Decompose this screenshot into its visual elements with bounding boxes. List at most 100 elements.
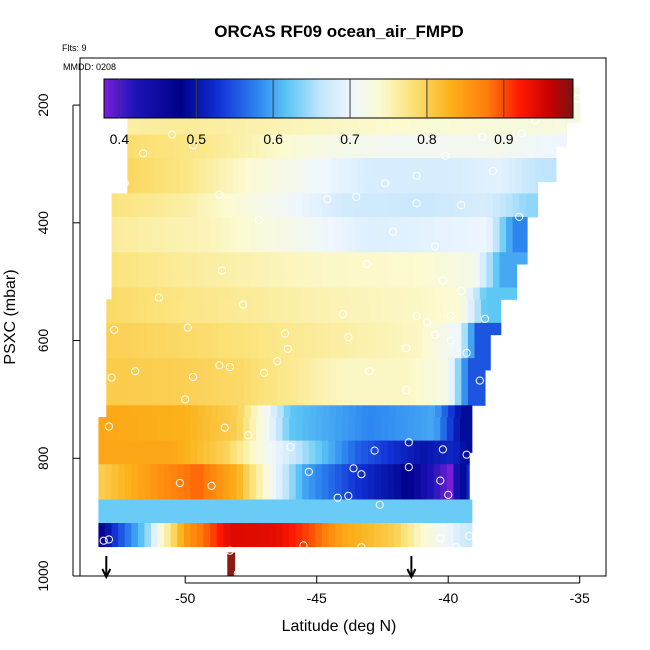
heat-cell <box>216 452 224 465</box>
heat-cell <box>232 181 240 194</box>
heat-cell <box>341 193 349 206</box>
heat-cell <box>374 523 382 536</box>
heat-cell <box>111 440 119 453</box>
heat-cell <box>177 287 185 300</box>
heat-cell <box>164 499 172 512</box>
heat-cell <box>271 169 280 183</box>
heat-cell <box>190 216 198 230</box>
heat-cell <box>223 487 231 500</box>
heat-cell <box>460 417 468 430</box>
heat-cell <box>335 452 343 465</box>
heat-cell <box>157 193 165 206</box>
heat-cell <box>229 264 237 277</box>
heat-cell <box>164 475 172 489</box>
heat-cell <box>548 122 556 136</box>
heat-cell <box>341 205 349 218</box>
heat-cell <box>512 264 518 277</box>
heat-cell <box>427 534 435 548</box>
heat-cell <box>127 169 135 183</box>
heat-cell <box>344 169 352 183</box>
heat-cell <box>236 475 244 489</box>
heat-cell <box>210 499 218 512</box>
heat-cell <box>151 464 159 477</box>
heat-cell <box>308 440 316 453</box>
heat-cell <box>303 393 311 406</box>
observation-point <box>225 362 234 372</box>
heat-cell <box>144 252 152 265</box>
heat-cell <box>499 252 507 265</box>
heat-cell <box>285 158 293 171</box>
heat-cell <box>428 405 436 418</box>
heat-cell <box>315 240 323 253</box>
heat-cell <box>145 405 153 418</box>
observation-point <box>488 166 497 176</box>
heat-cell <box>158 393 166 406</box>
heat-cell <box>257 346 265 359</box>
heat-cell <box>256 252 264 265</box>
heat-cell <box>420 275 428 289</box>
heat-cell <box>223 287 231 300</box>
heat-cell <box>381 487 389 500</box>
heat-cell <box>197 252 205 265</box>
heat-cell <box>157 252 165 265</box>
heat-cell <box>302 523 310 536</box>
heat-cell <box>492 216 500 230</box>
heat-cell <box>131 534 139 548</box>
heat-cell <box>244 311 252 324</box>
heat-cell <box>408 405 416 418</box>
heat-cell <box>211 334 219 347</box>
heat-cell <box>183 264 191 277</box>
heat-cell <box>519 193 527 206</box>
heat-cell <box>172 381 180 395</box>
heat-cell <box>508 169 516 183</box>
heat-cell <box>112 393 120 406</box>
heat-cell <box>298 122 306 136</box>
heat-cell <box>356 393 364 406</box>
observation-point <box>530 229 540 238</box>
heat-cell <box>124 523 132 536</box>
heat-cell <box>349 346 357 359</box>
heat-cell <box>164 228 172 241</box>
heat-cell <box>296 299 305 312</box>
heat-cell <box>348 523 356 536</box>
heat-cell <box>402 346 410 359</box>
heat-cell <box>216 252 224 265</box>
heat-cell <box>216 193 224 206</box>
heat-cell <box>383 122 391 136</box>
heat-cell <box>508 134 516 147</box>
heat-cell <box>453 216 461 230</box>
heat-cell <box>282 252 290 265</box>
heat-cell <box>469 146 477 159</box>
heat-cell <box>321 464 330 477</box>
heat-cell <box>381 511 389 524</box>
heat-cell <box>139 322 147 336</box>
heat-cell <box>124 205 132 218</box>
heat-cell <box>211 322 219 336</box>
heat-cell <box>243 475 251 489</box>
heat-cell <box>170 511 178 524</box>
heat-cell <box>574 87 581 100</box>
heat-cell <box>453 417 461 430</box>
heat-cell <box>473 275 481 289</box>
heat-cell <box>315 252 323 265</box>
observation-point <box>99 536 108 545</box>
heat-cell <box>270 393 278 406</box>
heat-cell <box>433 499 441 512</box>
heat-cell <box>429 134 437 147</box>
heat-cell <box>486 287 494 300</box>
heat-cell <box>164 440 172 453</box>
heat-cell <box>348 475 356 489</box>
heat-cell <box>289 428 297 442</box>
heat-cell <box>210 417 218 430</box>
heat-cell <box>396 169 404 183</box>
heat-cell <box>492 240 500 253</box>
heat-cell <box>460 240 468 253</box>
heat-cell <box>474 346 482 359</box>
heat-cell <box>197 228 205 241</box>
heat-cell <box>361 499 369 512</box>
heat-cell <box>275 511 284 524</box>
heat-cell <box>454 311 462 324</box>
heat-cell <box>381 264 389 277</box>
heat-cell <box>219 158 227 171</box>
heat-cell <box>283 393 291 406</box>
